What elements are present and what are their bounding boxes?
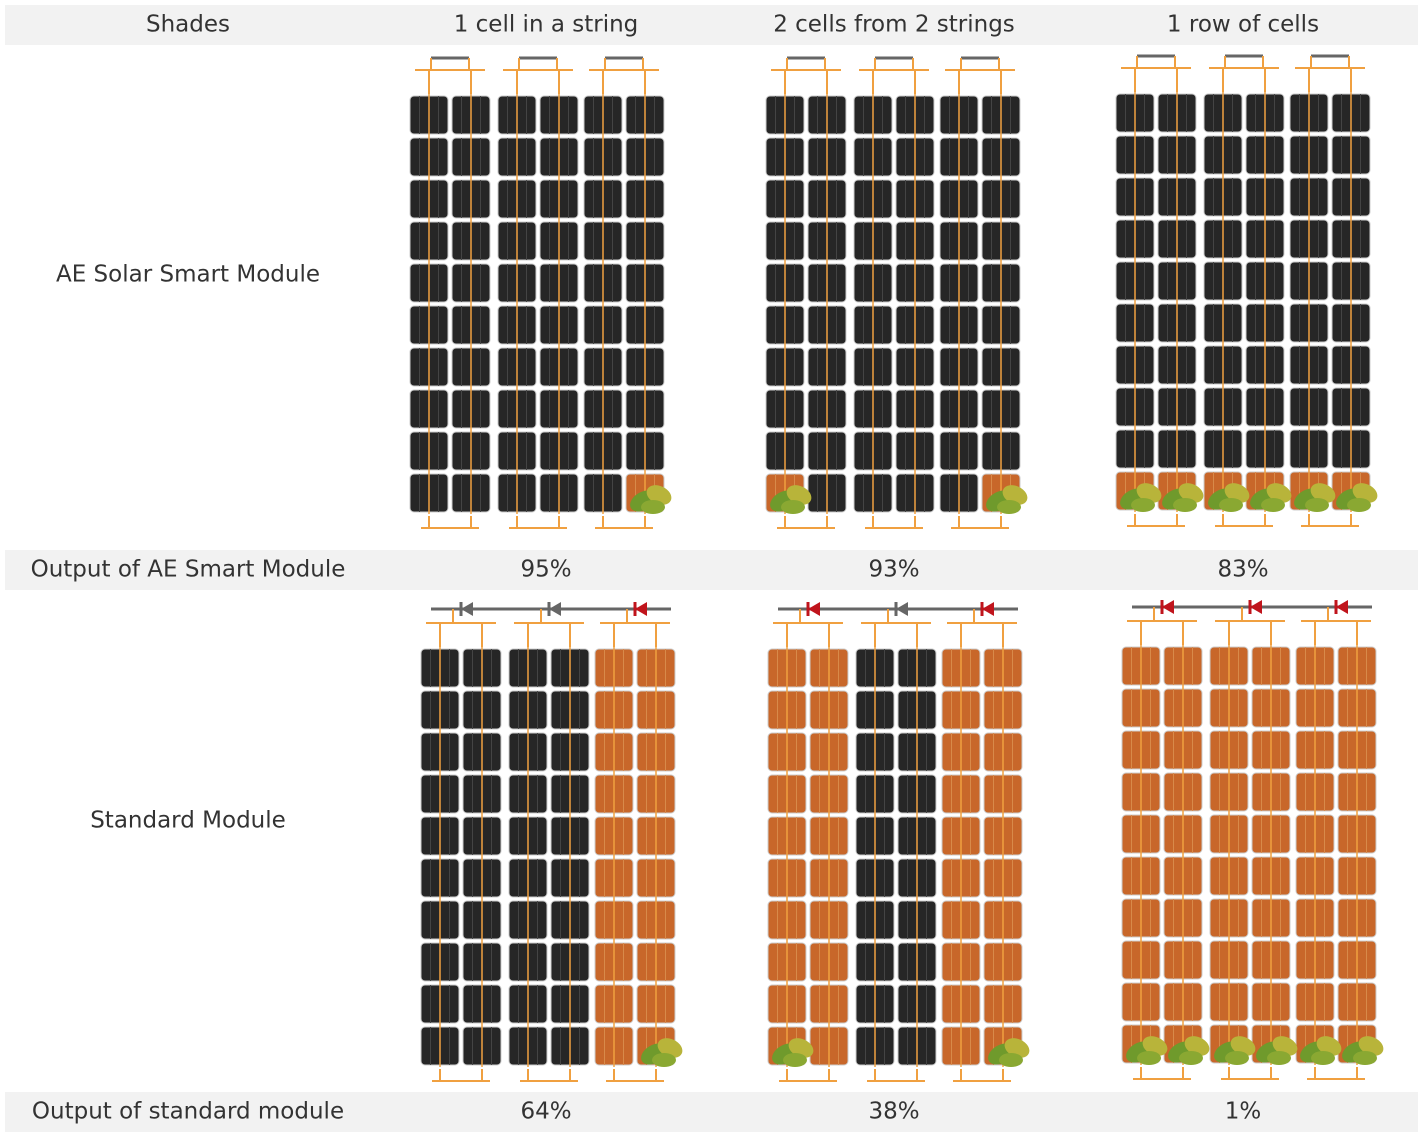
leaf (1142, 1036, 1168, 1056)
leaf (1310, 483, 1336, 503)
leaf (1219, 498, 1243, 512)
panels (409, 54, 1384, 1082)
header-band (5, 5, 1418, 45)
leaf (652, 1053, 676, 1067)
header-cell: 2 cells from 2 strings (773, 12, 1015, 38)
leaf (1230, 1036, 1256, 1056)
leaf (1184, 1036, 1210, 1056)
row-label: Standard Module (90, 808, 286, 834)
leaf (1225, 1051, 1249, 1065)
output-band (5, 1092, 1418, 1132)
leaf (1358, 1036, 1384, 1056)
row-label: AE Solar Smart Module (56, 262, 320, 288)
diode (1162, 600, 1174, 614)
leaf (1353, 1051, 1377, 1065)
header-cell: Shades (146, 12, 230, 38)
leaf (646, 485, 672, 505)
leaf (1311, 1051, 1335, 1065)
output-value: 83% (1217, 557, 1268, 583)
leaf (1136, 483, 1162, 503)
leaf (781, 500, 805, 514)
row-label: Output of standard module (32, 1099, 344, 1125)
leaf (1352, 483, 1378, 503)
leaf (1347, 498, 1371, 512)
leaf (1316, 1036, 1342, 1056)
output-band (5, 550, 1418, 590)
diode (1250, 600, 1262, 614)
diode (982, 602, 994, 616)
leaf (1179, 1051, 1203, 1065)
leaf (657, 1038, 683, 1058)
output-value: 1% (1225, 1099, 1262, 1125)
leaf (1267, 1051, 1291, 1065)
leaf (1305, 498, 1329, 512)
leaf (1178, 483, 1204, 503)
output-value: 64% (520, 1099, 571, 1125)
diode (808, 602, 820, 616)
diode (461, 602, 473, 616)
leaf (999, 1053, 1023, 1067)
leaf (1137, 1051, 1161, 1065)
output-value: 93% (868, 557, 919, 583)
leaf (1272, 1036, 1298, 1056)
output-value: 38% (868, 1099, 919, 1125)
leaf (1131, 498, 1155, 512)
leaf (1261, 498, 1285, 512)
leaf (1224, 483, 1250, 503)
leaf (997, 500, 1021, 514)
leaf (1173, 498, 1197, 512)
output-value: 95% (520, 557, 571, 583)
leaf (783, 1053, 807, 1067)
diode (896, 602, 908, 616)
header-cell: 1 cell in a string (454, 12, 639, 38)
leaf (1002, 485, 1028, 505)
leaf (786, 485, 812, 505)
leaf (788, 1038, 814, 1058)
leaf (641, 500, 665, 514)
row-label: Output of AE Smart Module (31, 557, 346, 583)
header-cell: 1 row of cells (1167, 12, 1319, 38)
leaf (1266, 483, 1292, 503)
diode (549, 602, 561, 616)
diode (1336, 600, 1348, 614)
leaf (1004, 1038, 1030, 1058)
diode (635, 602, 647, 616)
